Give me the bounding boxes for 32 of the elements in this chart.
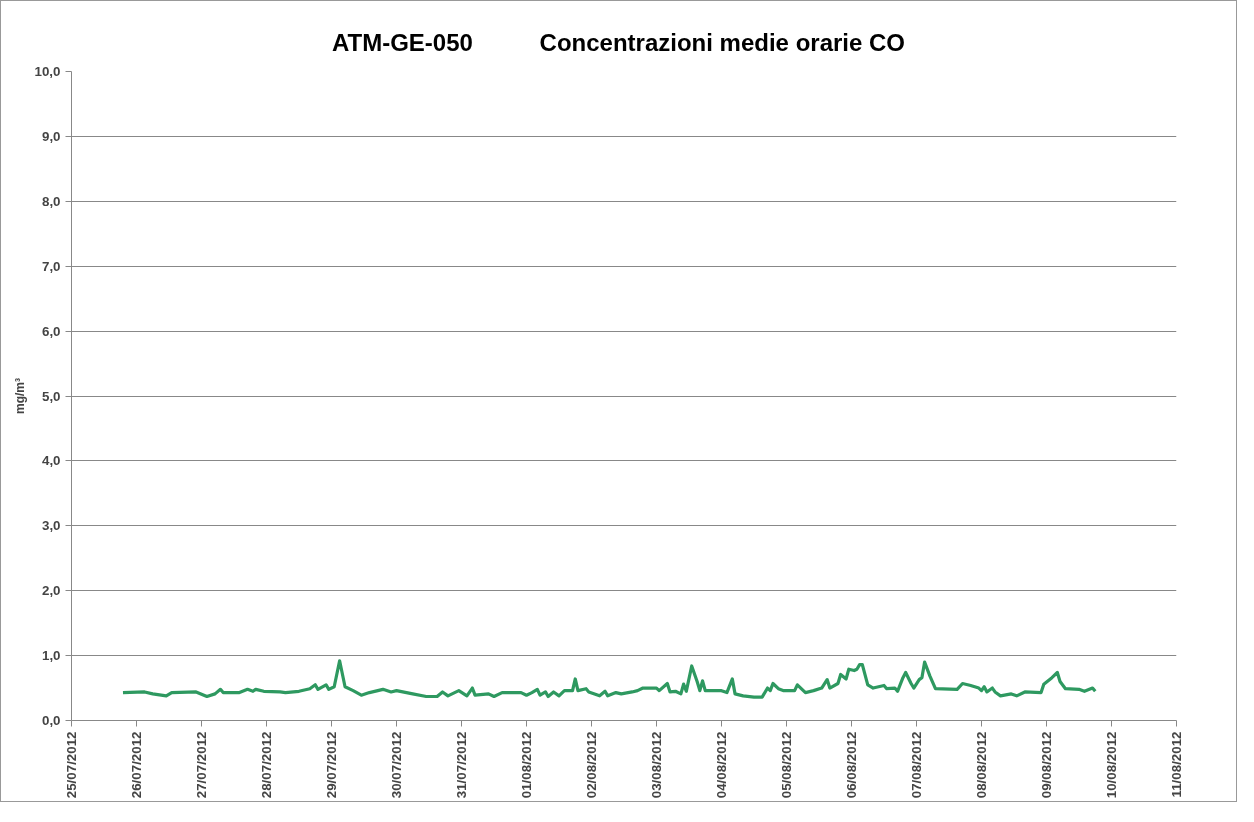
line-series: [121, 659, 1097, 699]
x-tick-label: 07/08/2012: [909, 731, 924, 799]
x-tick-label: 28/07/2012: [259, 731, 274, 799]
y-tick-label: 3,0: [41, 518, 61, 534]
y-tick-label: 10,0: [34, 64, 61, 79]
y-tick-label: 4,0: [41, 453, 61, 469]
x-tick-label: 27/07/2012: [194, 731, 209, 799]
y-tick-label: 1,0: [41, 648, 61, 664]
y-tick-label: 8,0: [41, 193, 61, 209]
x-tick-label: 01/08/2012: [519, 731, 534, 799]
x-tick-label: 05/08/2012: [779, 731, 794, 799]
x-tick-label: 31/07/2012: [454, 731, 469, 799]
x-tick-label: 25/07/2012: [64, 731, 79, 799]
y-tick-label: 2,0: [41, 583, 61, 599]
x-tick-label: 03/08/2012: [649, 731, 664, 799]
x-tick-label: 10/08/2012: [1104, 731, 1119, 799]
x-tick-label: 06/08/2012: [844, 731, 859, 799]
x-tick-label: 29/07/2012: [324, 731, 339, 799]
y-tick-label: 9,0: [41, 128, 61, 144]
x-tick-label: 02/08/2012: [584, 731, 599, 799]
y-tick-label: 0,0: [41, 713, 61, 728]
y-tick-label: 7,0: [41, 258, 61, 274]
x-tick-label: 30/07/2012: [389, 731, 404, 799]
x-tick-label: 04/08/2012: [714, 731, 729, 799]
x-tick-label: 11/08/2012: [1169, 731, 1184, 798]
x-tick-label: 26/07/2012: [129, 731, 144, 799]
x-tick-label: 09/08/2012: [1039, 731, 1054, 799]
y-tick-label: 6,0: [41, 323, 61, 339]
y-tick-label: 5,0: [41, 388, 61, 404]
x-tick-label: 08/08/2012: [974, 731, 989, 799]
chart-title: ATM-GE-050 Concentrazioni medie orarie CO: [332, 28, 905, 58]
y-axis-title: mg/m³: [12, 378, 27, 414]
